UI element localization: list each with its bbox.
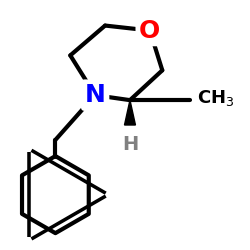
Text: O: O <box>139 18 160 42</box>
Text: H: H <box>122 135 138 154</box>
Polygon shape <box>124 100 136 125</box>
Text: N: N <box>85 83 105 107</box>
Text: CH$_3$: CH$_3$ <box>197 88 234 108</box>
